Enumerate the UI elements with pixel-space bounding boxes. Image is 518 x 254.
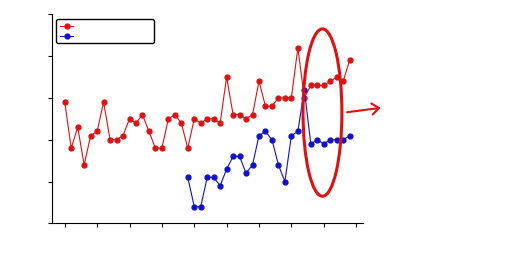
Legend: 熊本（気象台）, 菊池（アメダス）: 熊本（気象台）, 菊池（アメダス） (56, 20, 154, 44)
